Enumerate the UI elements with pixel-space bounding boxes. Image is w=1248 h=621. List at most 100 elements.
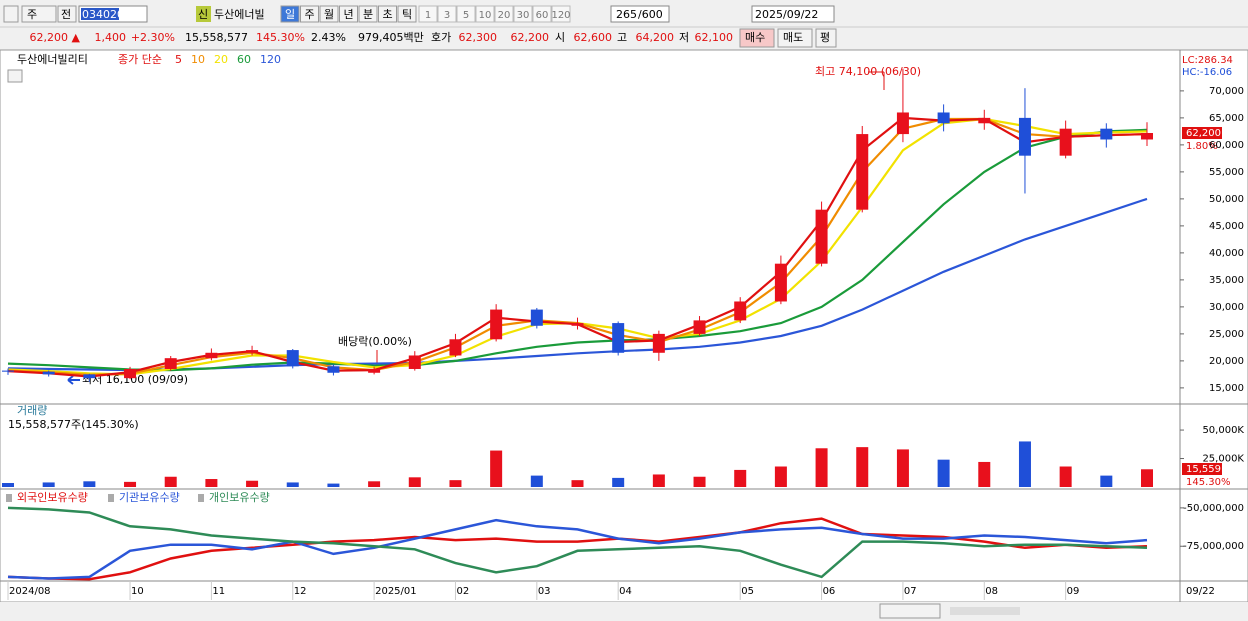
volume-tag-bg xyxy=(1182,463,1222,475)
sell-button[interactable] xyxy=(777,28,813,48)
x-tick-label: 02 xyxy=(456,586,469,597)
volume-bar xyxy=(2,483,14,487)
volume-bar xyxy=(571,480,584,487)
buy-button[interactable] xyxy=(739,28,775,48)
volume-bar xyxy=(83,481,96,487)
avg: 평 xyxy=(820,31,830,44)
volume: 15,558,577 xyxy=(185,31,248,44)
date-input[interactable] xyxy=(751,5,835,23)
candle-body xyxy=(571,323,584,326)
candle-body xyxy=(205,352,218,359)
y-tick-label: -50,000,000 xyxy=(1183,503,1244,514)
menu-button[interactable] xyxy=(3,5,19,23)
volume-bar xyxy=(368,481,381,487)
low-label: 저 xyxy=(679,31,689,44)
panel-icon[interactable] xyxy=(7,69,23,83)
candle-body xyxy=(1100,128,1113,140)
high: 64,200 xyxy=(636,31,675,44)
interval-button[interactable] xyxy=(437,5,457,23)
interval-button[interactable] xyxy=(475,5,495,23)
series-line xyxy=(7,506,1148,579)
candle-body xyxy=(937,112,950,124)
interval-button[interactable] xyxy=(418,5,438,23)
volume-bar xyxy=(327,483,340,487)
volume-bar xyxy=(246,480,259,487)
unit-button[interactable] xyxy=(339,5,358,23)
dividend-annotation: 배당락(0.00%) xyxy=(338,335,412,348)
period-select[interactable] xyxy=(21,5,57,23)
legend-entry: 10 xyxy=(191,53,205,66)
x-tick-label: 06 xyxy=(823,586,836,597)
candle-body xyxy=(83,374,96,379)
prev-button[interactable] xyxy=(57,5,77,23)
candle-body xyxy=(490,309,503,340)
unit-label: 주 xyxy=(304,8,314,21)
x-tick-label: 04 xyxy=(619,586,632,597)
volume-bar xyxy=(734,469,747,487)
candle-body xyxy=(734,301,747,321)
y-tick-label: 40,000 xyxy=(1209,248,1244,259)
unit-button[interactable] xyxy=(280,5,300,23)
unit-button[interactable] xyxy=(300,5,319,23)
volume-bar xyxy=(1100,475,1113,487)
ma-label: 종가 단순 xyxy=(118,53,162,66)
unit-button[interactable] xyxy=(358,5,378,23)
hc: HC:-16.06 xyxy=(1182,67,1232,78)
volume-title: 거래량 xyxy=(17,404,47,417)
count-input[interactable] xyxy=(610,5,670,23)
y-tick-label: 50,000 xyxy=(1209,194,1244,205)
volume-rate: 145.30% xyxy=(256,31,305,44)
candle-body xyxy=(1059,128,1072,156)
y-tick-label: 25,000 xyxy=(1209,329,1244,340)
legend-entry: 120 xyxy=(260,53,281,66)
volume-subtitle: 15,558,577주(145.30%) xyxy=(8,418,139,431)
change: 1,400 xyxy=(95,31,127,44)
unit-button[interactable] xyxy=(397,5,417,23)
volume-bar xyxy=(124,481,137,487)
y-tick-label: 45,000 xyxy=(1209,221,1244,232)
bid: 62,200 xyxy=(511,31,550,44)
interval-button[interactable] xyxy=(513,5,533,23)
x-tick-label: 2025/01 xyxy=(375,586,417,597)
interval-label: 30 xyxy=(517,10,530,21)
y-tick-label: 50,000K xyxy=(1202,425,1244,436)
x-tick-label: 03 xyxy=(538,586,551,597)
amount: 979,405백만 xyxy=(358,31,424,44)
zoom-slider[interactable] xyxy=(950,607,1020,615)
legend-entry: 5 xyxy=(175,53,182,66)
interval-button[interactable] xyxy=(494,5,514,23)
candle-body xyxy=(449,339,462,356)
unit-label: 분 xyxy=(363,8,373,21)
volume-bar xyxy=(612,477,625,487)
y-tick-label: 70,000 xyxy=(1209,86,1244,97)
open-label: 시 xyxy=(555,31,565,44)
interval-button[interactable] xyxy=(551,5,571,23)
y-tick-label: 20,000 xyxy=(1209,356,1244,367)
legend-entry: 외국인보유수량 xyxy=(17,491,88,504)
y-tick-label: 30,000 xyxy=(1209,302,1244,313)
avg-button[interactable] xyxy=(815,28,837,48)
y-tick-label: 55,000 xyxy=(1209,167,1244,178)
bid-label: 호가 xyxy=(431,31,451,44)
unit-label: 월 xyxy=(324,8,334,21)
volume-bar xyxy=(652,474,665,487)
scroll-bar xyxy=(0,602,1248,621)
unit-label: 일 xyxy=(285,7,295,21)
x-tick-label: 07 xyxy=(904,586,917,597)
scroll-buttons[interactable] xyxy=(879,603,941,619)
high-label: 고 xyxy=(617,31,627,44)
candle-body xyxy=(408,355,421,369)
candle-body xyxy=(856,134,869,210)
interval-button[interactable] xyxy=(532,5,552,23)
legend-entry: 60 xyxy=(237,53,251,66)
candle-body xyxy=(693,320,706,334)
candle-body xyxy=(2,370,14,372)
unit-button[interactable] xyxy=(378,5,397,23)
interval-button[interactable] xyxy=(456,5,476,23)
unit-button[interactable] xyxy=(319,5,339,23)
volume-bar xyxy=(978,461,991,487)
price-tag: 62,200 xyxy=(1186,128,1221,139)
volume-bar xyxy=(490,450,503,487)
volume-bar xyxy=(896,449,909,487)
